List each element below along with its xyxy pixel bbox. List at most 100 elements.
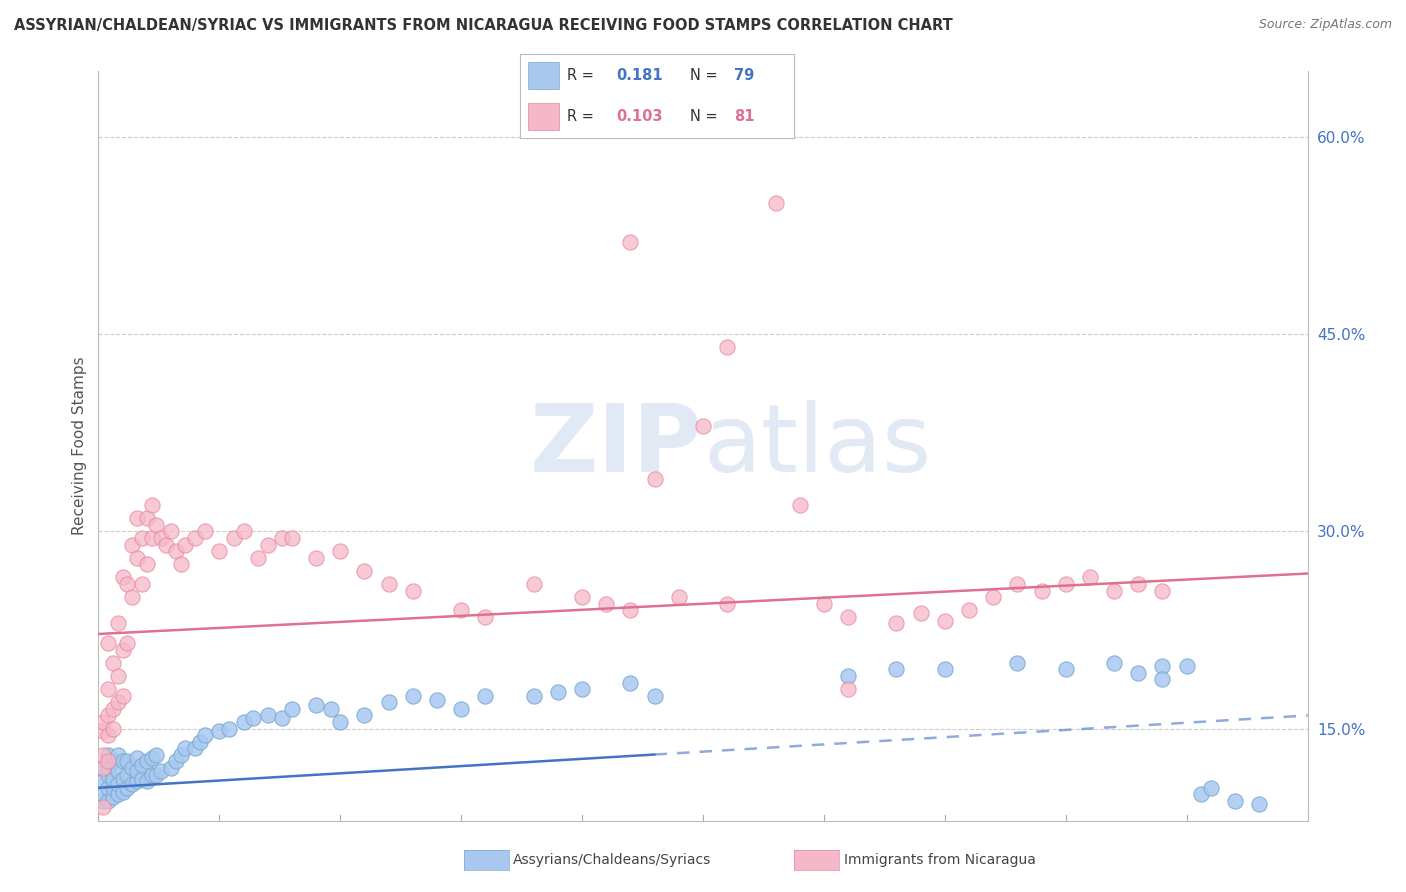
Point [353,564,375,578]
Point [402,689,425,703]
Point [305,550,328,565]
Point [165,544,187,558]
Point [121,777,143,791]
Point [135,511,157,525]
Point [1078,570,1101,584]
Point [141,750,163,764]
Point [174,741,197,756]
Point [101,702,124,716]
Text: 79: 79 [734,68,755,83]
Point [101,789,124,804]
Point [1054,663,1077,677]
Point [91,788,114,802]
Text: R =: R = [567,68,599,83]
Point [111,570,134,584]
Point [981,590,1004,604]
Point [111,755,134,769]
Point [101,772,124,786]
Point [692,419,714,434]
Point [121,761,143,775]
Point [155,538,177,552]
Point [131,577,153,591]
Point [117,780,139,795]
Point [97,636,120,650]
Point [232,714,254,729]
Point [571,590,593,604]
Point [934,614,956,628]
Point [668,590,690,604]
Point [169,558,191,572]
Point [837,669,859,683]
Point [91,800,114,814]
Point [127,774,149,789]
Point [242,711,264,725]
Point [160,761,183,775]
Point [111,772,134,786]
Point [619,675,641,690]
Point [150,531,173,545]
Point [329,544,352,558]
Point [127,764,149,778]
Point [97,747,120,762]
Point [1223,794,1246,808]
Point [208,544,231,558]
Point [1054,577,1077,591]
Point [117,636,139,650]
Point [305,698,328,712]
Point [97,708,120,723]
Point [107,764,129,778]
Point [97,761,120,775]
Point [101,755,124,769]
Point [1007,577,1029,591]
Point [474,610,496,624]
Point [644,689,666,703]
Point [1128,666,1150,681]
Point [101,722,124,736]
Text: ASSYRIAN/CHALDEAN/SYRIAC VS IMMIGRANTS FROM NICARAGUA RECEIVING FOOD STAMPS CORR: ASSYRIAN/CHALDEAN/SYRIAC VS IMMIGRANTS F… [14,18,953,33]
Point [117,767,139,781]
Point [281,531,304,545]
Point [222,531,245,545]
FancyBboxPatch shape [529,103,558,130]
Text: atlas: atlas [703,400,931,492]
Point [131,531,153,545]
Text: Assyrians/Chaldeans/Syriacs: Assyrians/Chaldeans/Syriacs [513,853,711,867]
Point [121,538,143,552]
Point [165,755,187,769]
Point [329,714,352,729]
Point [107,777,129,791]
Point [595,597,617,611]
Point [194,524,217,539]
Point [91,761,114,775]
Point [127,511,149,525]
Text: N =: N = [690,109,723,124]
Point [150,764,173,778]
Point [716,597,738,611]
Text: 0.103: 0.103 [616,109,662,124]
Point [91,794,114,808]
Point [281,702,304,716]
Point [117,755,139,769]
Point [145,767,167,781]
Point [131,758,153,772]
Point [131,772,153,786]
Point [377,695,399,709]
Point [107,747,129,762]
Point [1189,788,1212,802]
Point [353,708,375,723]
Point [91,747,114,762]
Point [194,728,217,742]
Point [97,794,120,808]
Point [91,774,114,789]
Point [141,498,163,512]
Point [247,550,270,565]
Point [765,195,787,210]
Text: Source: ZipAtlas.com: Source: ZipAtlas.com [1258,18,1392,31]
Point [1199,780,1222,795]
Point [188,735,211,749]
Point [97,780,120,795]
Y-axis label: Receiving Food Stamps: Receiving Food Stamps [72,357,87,535]
Point [101,780,124,795]
Point [886,663,908,677]
Point [1128,577,1150,591]
